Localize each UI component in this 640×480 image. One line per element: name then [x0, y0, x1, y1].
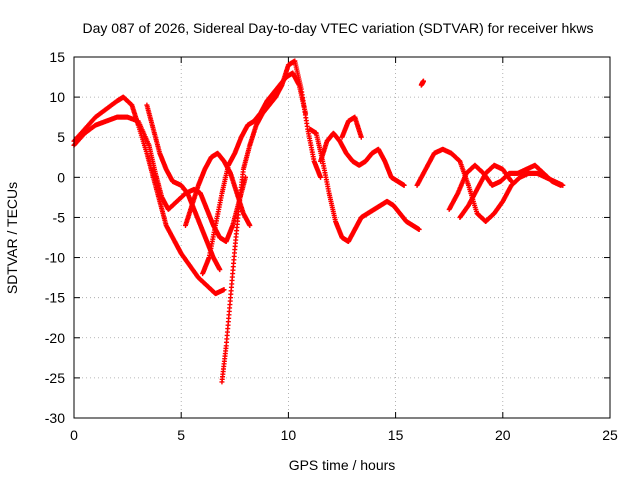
series-track-i	[339, 114, 364, 140]
x-tick-label: 25	[602, 427, 618, 443]
y-tick-label: -15	[45, 290, 65, 306]
data-point	[420, 78, 426, 84]
x-tick-label: 15	[388, 427, 404, 443]
data-point	[303, 110, 309, 116]
series-track-b	[71, 114, 249, 245]
y-tick-label: 15	[49, 49, 65, 65]
data-point	[358, 134, 364, 140]
y-tick-label: 5	[57, 129, 65, 145]
y-tick-label: -20	[45, 330, 65, 346]
series-track-l	[457, 162, 514, 220]
x-tick-label: 5	[177, 427, 185, 443]
data-point	[247, 222, 253, 228]
y-tick-label: 10	[49, 89, 65, 105]
x-tick-label: 0	[70, 427, 78, 443]
x-tick-label: 10	[281, 427, 297, 443]
y-axis-title: SDTVAR / TECUs	[4, 182, 20, 294]
data-point	[558, 182, 564, 188]
x-axis-title: GPS time / hours	[289, 457, 396, 473]
data-point	[221, 287, 227, 293]
data-point	[217, 267, 223, 273]
series-track-m	[418, 78, 426, 88]
data-point	[318, 174, 324, 180]
data-point	[416, 226, 422, 232]
data-point	[401, 182, 407, 188]
plot-frame	[73, 56, 611, 419]
y-tick-label: 0	[57, 169, 65, 185]
y-tick-label: -30	[45, 410, 65, 426]
series-track-f	[182, 150, 253, 228]
x-tick-label: 20	[495, 427, 511, 443]
y-tick-label: -10	[45, 250, 65, 266]
y-tick-label: -5	[53, 209, 66, 225]
series-track-h	[318, 130, 407, 188]
series-track-e	[200, 70, 309, 277]
chart-title: Day 087 of 2026, Sidereal Day-to-day VTE…	[83, 20, 594, 36]
y-tick-label: -25	[45, 370, 65, 386]
data-point	[508, 178, 514, 184]
points-layer	[71, 58, 566, 385]
